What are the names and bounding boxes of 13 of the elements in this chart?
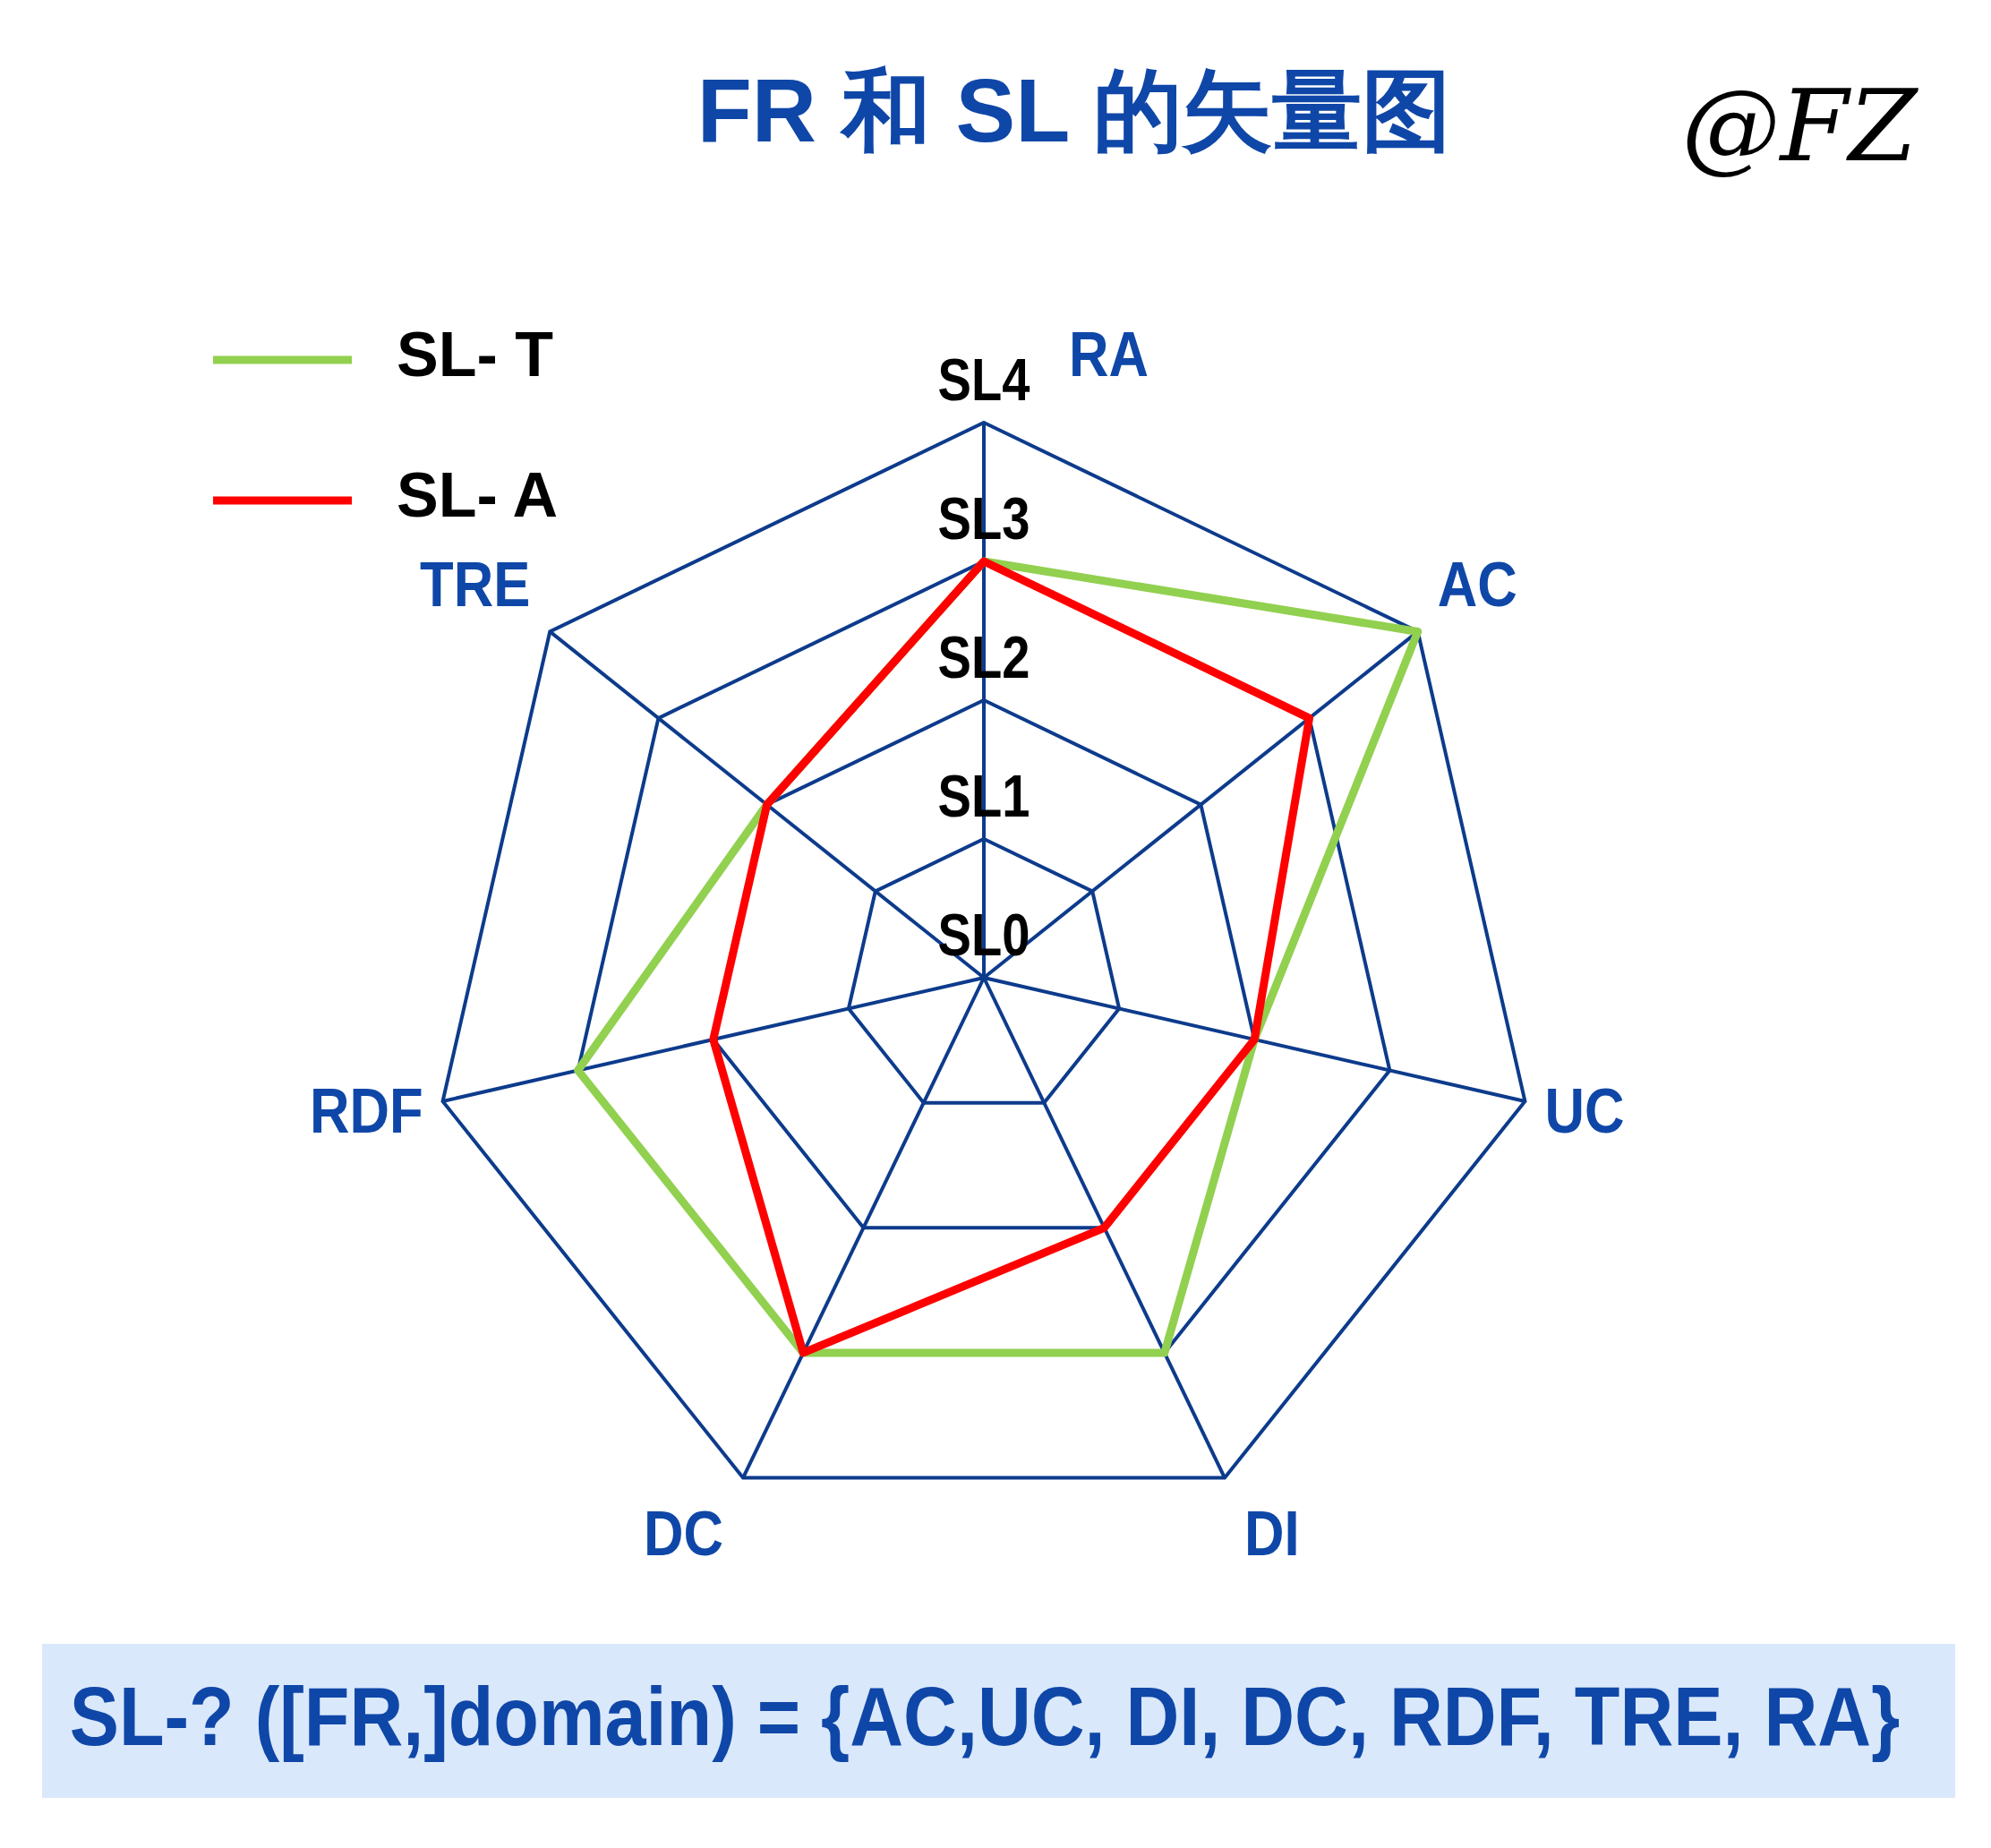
spoke-label: DC (644, 1497, 723, 1569)
spoke-label: UC (1544, 1075, 1625, 1147)
y-tick-label: SL4 (937, 347, 1030, 414)
chart-title: FR 和 SL 的矢量图 (696, 60, 1452, 161)
spoke-label: RDF (309, 1075, 423, 1147)
spoke-label: AC (1437, 549, 1517, 620)
spoke-label: RA (1069, 319, 1149, 390)
text: SL-? ([FR,]domain) = {AC,UC, DI, DC, RDF, TRE, RA} (69, 1671, 1901, 1764)
legend-label: SL- T (397, 320, 553, 390)
legend-label: SL- A (397, 460, 559, 531)
spoke-label: TRE (420, 549, 531, 620)
spoke-label: DI (1244, 1497, 1300, 1569)
text: @FZ (1681, 68, 1918, 184)
